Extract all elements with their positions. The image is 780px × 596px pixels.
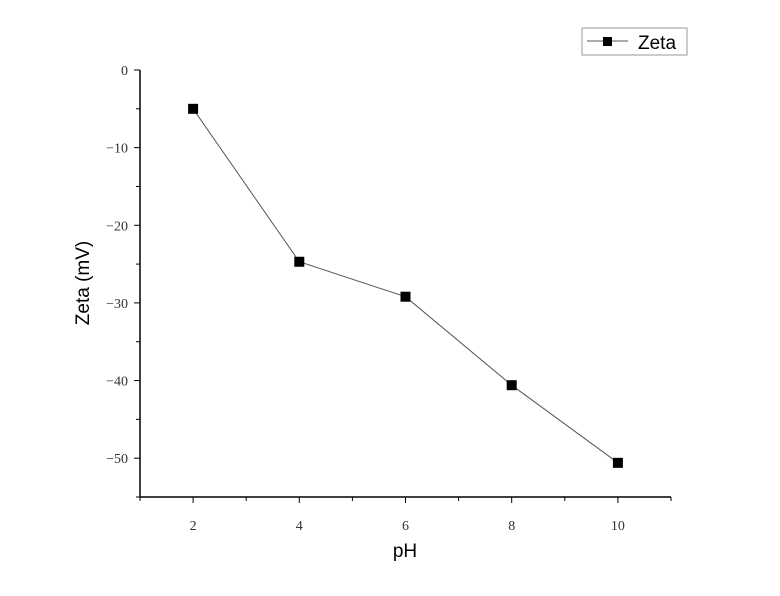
data-point <box>188 103 199 114</box>
x-tick-label: 10 <box>611 519 625 534</box>
data-point <box>506 380 517 391</box>
y-tick-label: −20 <box>106 219 128 234</box>
legend: Zeta <box>581 27 688 56</box>
legend-label: Zeta <box>638 33 676 54</box>
y-tick-label: −40 <box>106 375 128 390</box>
data-point <box>400 291 411 302</box>
x-tick-label: 6 <box>402 519 409 534</box>
x-tick-label: 8 <box>508 519 515 534</box>
data-point <box>294 256 305 267</box>
legend-marker <box>603 37 612 46</box>
y-tick-label: −50 <box>106 452 128 467</box>
y-tick-label: −30 <box>106 297 128 312</box>
y-tick-label: 0 <box>121 64 128 79</box>
y-axis-label: Zeta (mV) <box>73 241 94 325</box>
x-tick-label: 2 <box>190 519 197 534</box>
x-axis-label: pH <box>393 541 417 562</box>
y-tick-label: −10 <box>106 142 128 157</box>
axes: 2 4 6 8 10 0 −10 −20 −30 −40 −50 <box>106 64 672 534</box>
data-point <box>612 457 623 468</box>
series <box>188 103 623 468</box>
x-tick-label: 4 <box>296 519 303 534</box>
series-line <box>192 108 619 464</box>
